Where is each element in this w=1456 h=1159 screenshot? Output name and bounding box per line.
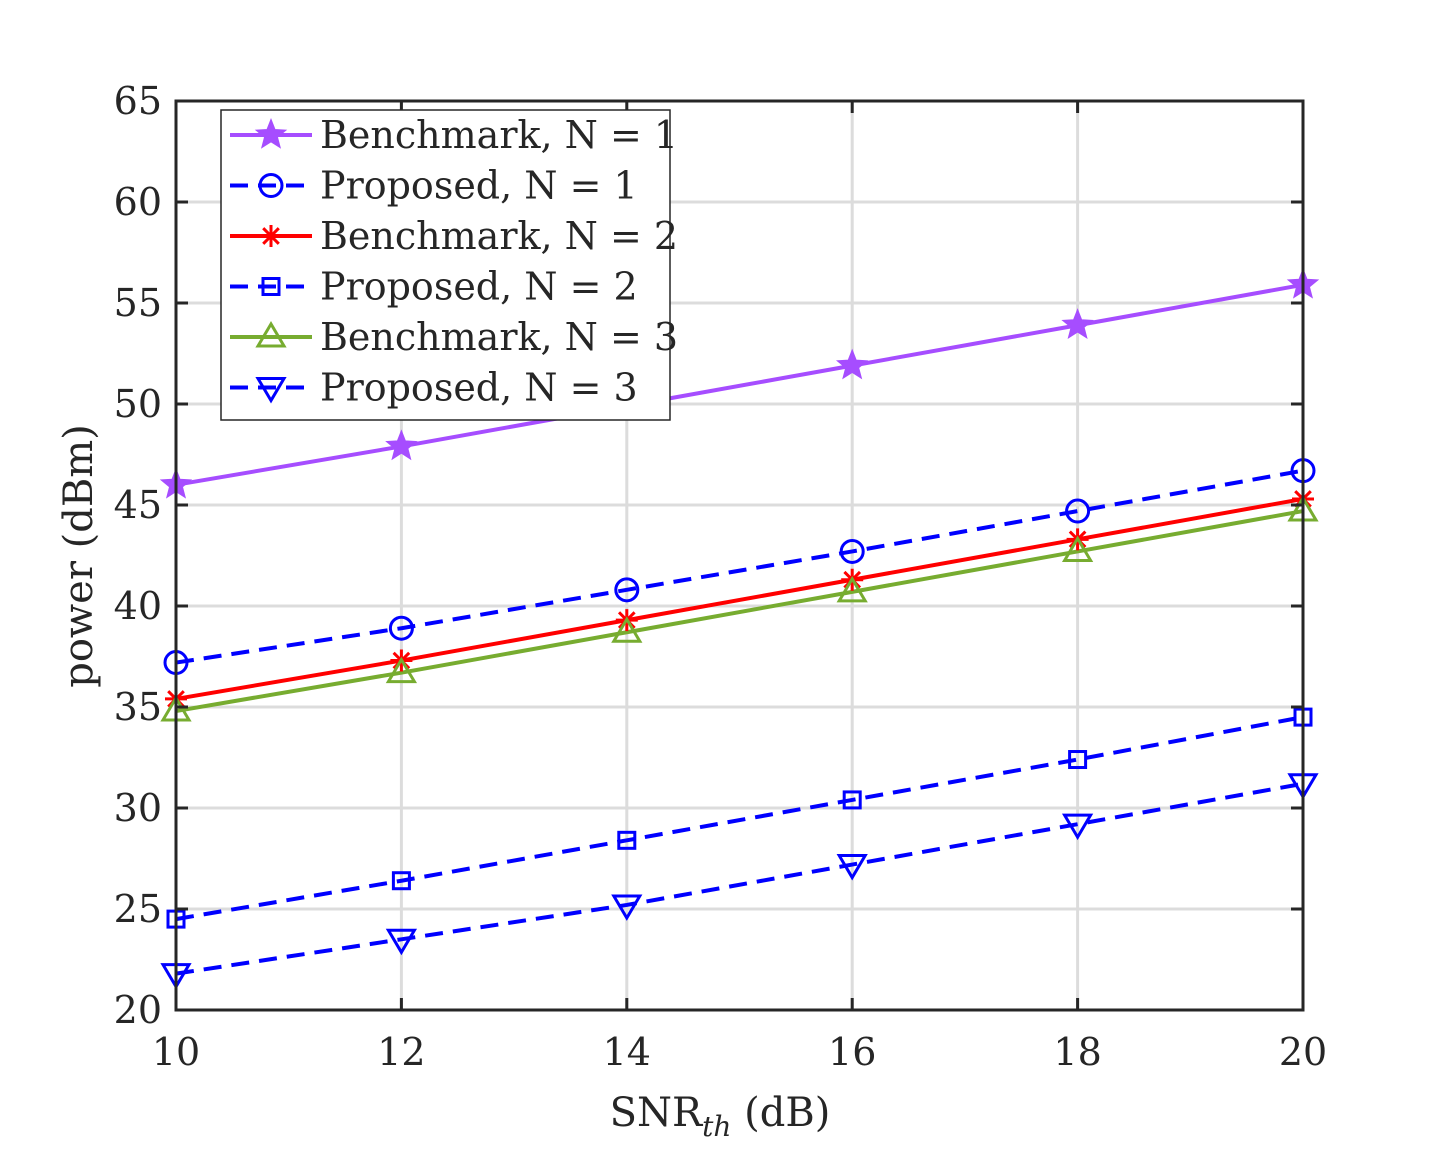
series-6-point <box>611 894 643 921</box>
x-tick-labels: 10 12 14 16 18 20 <box>152 1030 1327 1074</box>
legend-label-5: Benchmark, N = 3 <box>320 315 678 359</box>
series-line-1 <box>175 282 1304 487</box>
x-tick-label: 18 <box>1053 1030 1101 1074</box>
x-axis-title: SNRth (dB) <box>610 1090 831 1143</box>
y-tick-label: 25 <box>114 887 162 931</box>
plot-frame <box>174 99 1305 1012</box>
y-tick-label: 60 <box>114 180 162 224</box>
series-line-3 <box>175 496 1304 701</box>
series-line-6 <box>175 781 1304 976</box>
legend-marker-4 <box>261 277 281 296</box>
legend-label-6: Proposed, N = 3 <box>320 366 638 410</box>
series-line-5 <box>175 509 1304 714</box>
y-tick-label: 50 <box>114 382 162 426</box>
y-tick-label: 45 <box>114 483 162 527</box>
x-axis-title-subscript: th <box>702 1110 731 1143</box>
legend-label-3: Benchmark, N = 2 <box>320 214 678 258</box>
legend-marker-2 <box>258 173 284 198</box>
axis-ticks <box>174 99 1305 1012</box>
series-4-point <box>1068 750 1088 770</box>
x-axis-title-main: SNR <box>610 1090 704 1136</box>
series-1-point <box>1061 308 1094 340</box>
legend-label-2: Proposed, N = 1 <box>320 164 638 208</box>
y-tick-label: 65 <box>114 79 162 123</box>
series-lines <box>175 282 1304 976</box>
series-4-point <box>391 871 411 891</box>
series-5-point <box>611 616 643 643</box>
x-tick-label: 10 <box>152 1030 200 1074</box>
y-axis-title: power (dBm) <box>56 424 102 688</box>
series-2-point <box>614 577 640 603</box>
series-2-point <box>839 538 865 564</box>
series-5-point <box>836 575 868 603</box>
series-6-point <box>836 854 868 881</box>
legend: Benchmark, N = 1 Proposed, N = 1 Benchmark… <box>220 109 678 421</box>
x-axis-title-unit: (dB) <box>731 1090 830 1136</box>
series-4-point <box>617 830 637 850</box>
series-1-point <box>835 348 869 380</box>
legend-marker-3 <box>260 225 282 247</box>
series-5-point <box>385 656 418 684</box>
series-2-point <box>1065 498 1091 524</box>
series-5-point <box>1061 535 1094 562</box>
legend-marker-5 <box>255 321 287 348</box>
series-4-point <box>842 790 862 810</box>
y-tick-label: 40 <box>114 584 162 628</box>
y-tick-labels: 20 25 30 35 40 45 50 55 60 65 <box>114 79 162 1032</box>
series-line-2 <box>175 468 1304 665</box>
series-6-point <box>385 928 418 956</box>
x-tick-label: 20 <box>1279 1030 1327 1074</box>
y-tick-label: 30 <box>114 786 162 830</box>
series-line-4 <box>175 715 1304 922</box>
series-2-point <box>388 615 414 641</box>
legend-box <box>220 109 671 421</box>
y-tick-label: 35 <box>114 685 162 729</box>
legend-label-4: Proposed, N = 2 <box>320 265 638 309</box>
series-1-point <box>385 429 418 461</box>
x-tick-label: 12 <box>377 1030 425 1074</box>
y-tick-label: 55 <box>114 281 162 325</box>
x-tick-label: 16 <box>828 1030 876 1074</box>
legend-marker-6 <box>255 377 287 404</box>
series-6-point <box>1061 813 1094 841</box>
legend-marker-1 <box>254 117 288 149</box>
legend-label-1: Benchmark, N = 1 <box>320 113 678 157</box>
x-tick-label: 14 <box>603 1030 651 1074</box>
y-tick-label: 20 <box>114 988 162 1032</box>
